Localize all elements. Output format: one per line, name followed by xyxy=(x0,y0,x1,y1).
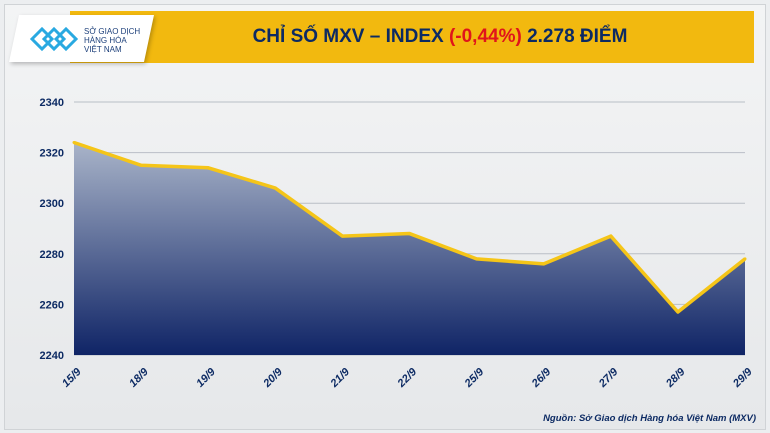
data-point xyxy=(206,166,210,170)
x-tick-label: 27/9 xyxy=(596,365,621,390)
title-prefix: CHỈ SỐ MXV – INDEX xyxy=(252,26,449,47)
data-point xyxy=(340,234,344,238)
y-tick-label: 2280 xyxy=(40,249,64,261)
data-point xyxy=(743,257,747,261)
area-fill xyxy=(74,142,745,355)
x-tick-label: 18/9 xyxy=(127,365,151,389)
data-point xyxy=(542,262,546,266)
y-tick-label: 2300 xyxy=(40,198,64,210)
y-tick-label: 2260 xyxy=(40,299,64,311)
x-tick-label: 29/9 xyxy=(730,365,755,390)
logo-mark-icon xyxy=(29,26,79,52)
title-change: (-0,44%) xyxy=(448,26,522,47)
data-point xyxy=(72,140,76,144)
data-point xyxy=(609,234,613,238)
title-banner xyxy=(70,11,754,63)
data-point xyxy=(475,257,479,261)
title-suffix: 2.278 ĐIỂM xyxy=(521,26,628,47)
mxv-logo: SỞ GIAO DỊCH HÀNG HÓA VIỆT NAM xyxy=(14,15,149,62)
data-point xyxy=(408,232,411,236)
x-tick-label: 22/9 xyxy=(395,365,420,390)
y-tick-label: 2340 xyxy=(40,97,64,109)
data-point xyxy=(273,186,277,190)
x-tick-label: 21/9 xyxy=(328,365,353,390)
data-point xyxy=(139,163,143,167)
x-tick-label: 28/9 xyxy=(663,365,688,390)
y-tick-label: 2320 xyxy=(40,148,64,160)
x-tick-label: 25/9 xyxy=(462,365,487,390)
data-point xyxy=(676,310,680,314)
x-tick-label: 20/9 xyxy=(261,365,286,390)
chart-title: CHỈ SỐ MXV – INDEX (-0,44%) 2.278 ĐIỂM xyxy=(160,26,720,48)
x-tick-label: 26/9 xyxy=(529,365,554,390)
logo-text: SỞ GIAO DỊCH HÀNG HÓA VIỆT NAM xyxy=(84,27,141,54)
source-note: Nguồn: Sở Giao dịch Hàng hóa Việt Nam (M… xyxy=(543,413,756,424)
x-tick-label: 19/9 xyxy=(194,365,218,389)
y-tick-label: 2240 xyxy=(40,350,64,362)
x-tick-label: 15/9 xyxy=(60,365,84,389)
